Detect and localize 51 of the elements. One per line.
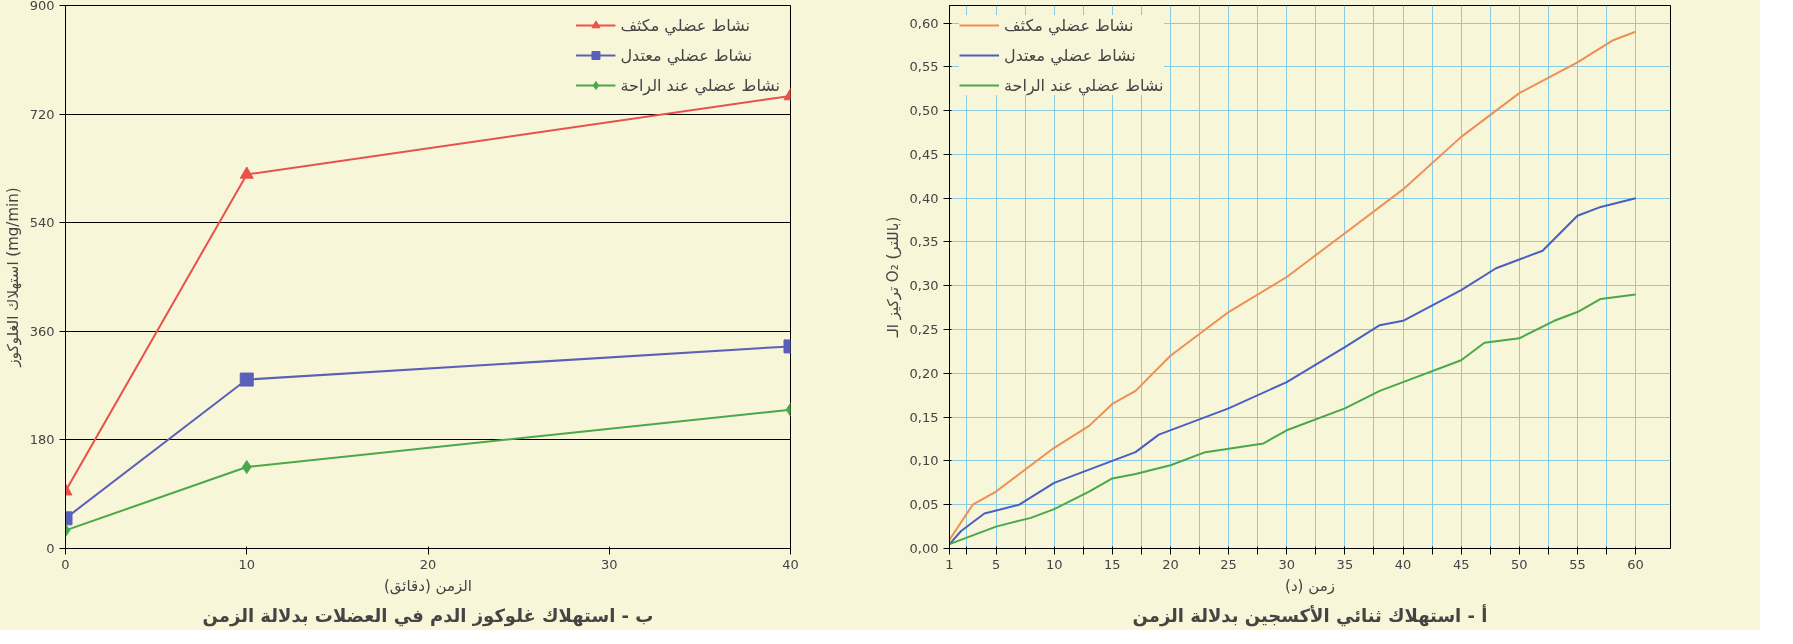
y-tick-label: 180	[29, 432, 55, 448]
x-axis-title: زمن (د)	[1285, 576, 1335, 595]
x-tick-label: 45	[1452, 556, 1470, 572]
y-tick-label: 900	[29, 0, 55, 13]
y-axis-title: استهلاك الغلوكوز (mg/min)	[3, 187, 22, 368]
legend-label: نشاط عضلي عند الراحة	[1004, 75, 1164, 95]
legend-label: نشاط عضلي عند الراحة	[620, 75, 780, 95]
x-tick-label: 55	[1569, 556, 1586, 572]
y-tick-label: 0,25	[909, 322, 939, 338]
y-tick-label: 0,50	[909, 103, 939, 119]
x-tick-label: 10	[238, 556, 256, 572]
x-tick-label: 50	[1511, 556, 1528, 572]
y-tick-label: 720	[29, 106, 55, 122]
x-tick-label: 30	[1278, 556, 1296, 572]
y-axis-title: تركيز الـ O₂ (باللتر)	[883, 216, 902, 339]
y-tick-label: 0	[46, 541, 55, 556]
y-tick-label: 0,55	[909, 59, 939, 75]
x-tick-label: 25	[1220, 556, 1237, 572]
y-tick-label: 0,30	[909, 278, 939, 294]
x-tick-label: 10	[1045, 556, 1063, 572]
y-tick-label: 0,35	[909, 234, 939, 250]
x-axis-title: الزمن (دقائق)	[383, 576, 473, 595]
y-tick-label: 540	[29, 215, 55, 231]
legend-label: نشاط عضلي معتدل	[1004, 45, 1136, 65]
legend-label: نشاط عضلي معتدل	[620, 45, 753, 65]
y-tick-label: 0,10	[909, 453, 939, 469]
x-tick-label: 5	[991, 556, 1001, 572]
text: أ - استهلاك ثنائي الأكسجين بدلالة الزمن	[1132, 603, 1488, 627]
legend-label: نشاط عضلي مكثف	[620, 15, 750, 35]
y-tick-label: 0,15	[909, 409, 939, 425]
x-tick-label: 35	[1336, 556, 1354, 572]
x-tick-label: 1	[945, 556, 954, 572]
y-tick-label: 0,45	[909, 146, 939, 162]
y-tick-label: 360	[29, 323, 55, 339]
x-tick-label: 60	[1627, 556, 1644, 572]
x-tick-label: 15	[1104, 556, 1121, 572]
line-series	[949, 197, 1637, 546]
x-tick-label: 40	[1394, 556, 1412, 572]
y-tick-label: 0,20	[909, 365, 939, 381]
x-tick-label: 40	[782, 556, 799, 572]
y-tick-label: 0,05	[909, 497, 939, 513]
x-tick-label: 20	[419, 556, 437, 572]
x-tick-label: 30	[600, 556, 618, 572]
text: ب - استهلاك غلوكوز الدم في العضلات بدلالة الزمن	[202, 604, 654, 627]
y-tick-label: 0,40	[909, 190, 939, 206]
y-tick-label: 0,60	[909, 15, 939, 31]
legend-label: نشاط عضلي مكثف	[1004, 15, 1134, 35]
line-series	[949, 293, 1637, 546]
x-tick-label: 20	[1162, 556, 1179, 572]
x-tick-label: 0	[61, 556, 70, 572]
y-tick-label: 0,00	[909, 541, 939, 556]
